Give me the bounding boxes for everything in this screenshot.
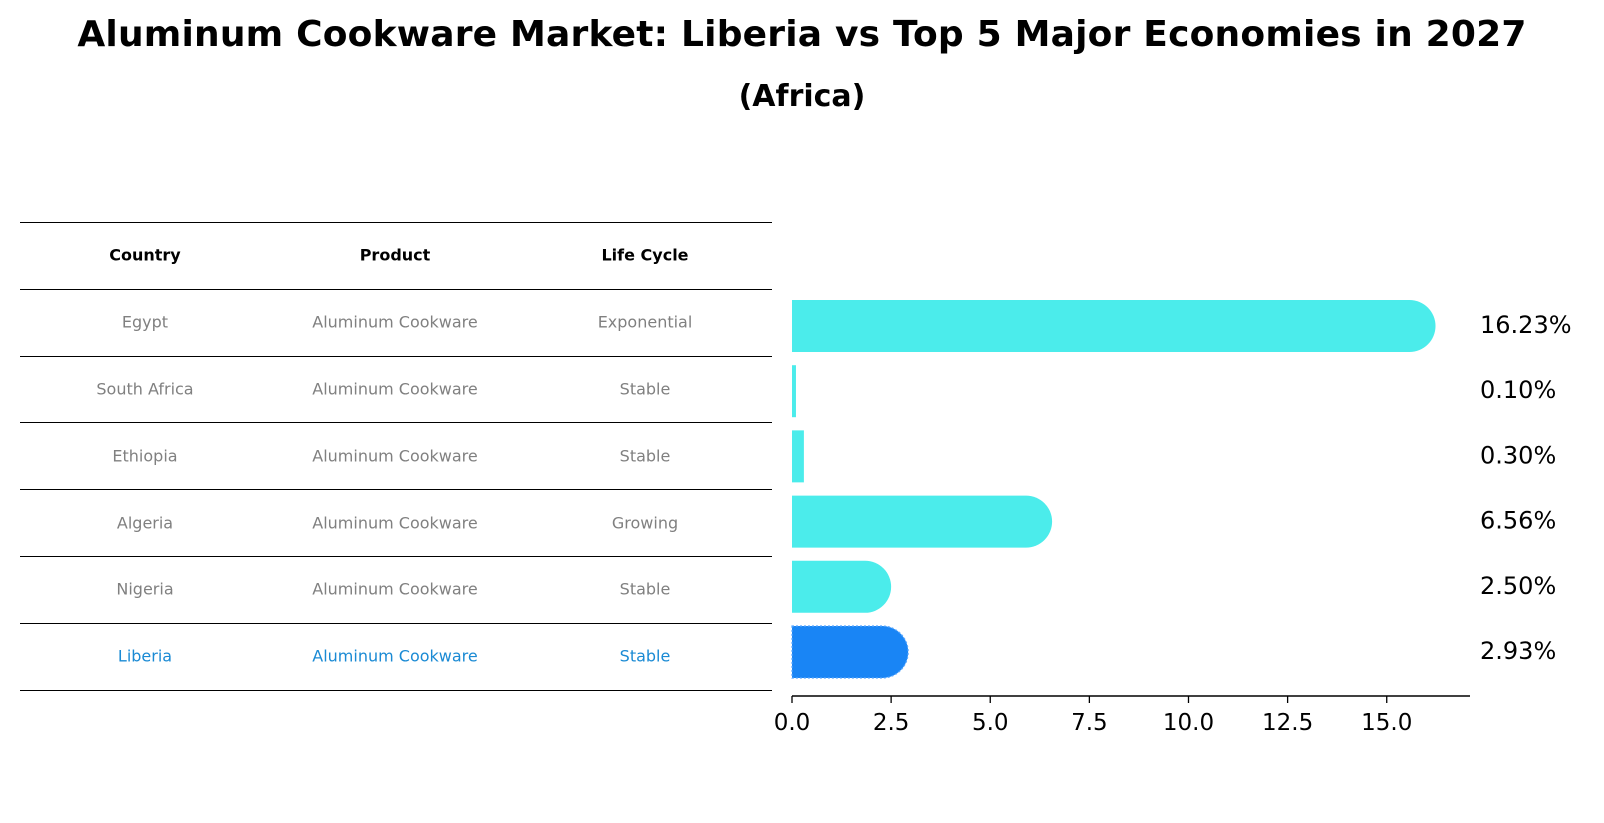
bar-value-label: 2.93%: [1480, 637, 1556, 665]
table-header-product: Product: [359, 245, 431, 265]
table-cell: South Africa: [96, 379, 194, 399]
table-cell: Growing: [611, 513, 679, 533]
bar-nigeria: [792, 560, 892, 613]
table-cell: Stable: [619, 646, 671, 666]
bar-egypt: [792, 300, 1436, 352]
table-rule: [20, 355, 772, 357]
bar-south-africa: [792, 365, 796, 418]
table-rule: [20, 622, 772, 624]
x-tick-label: 2.5: [873, 710, 910, 736]
table-header-life-cycle: Life Cycle: [601, 245, 689, 265]
table-cell: Stable: [619, 379, 671, 399]
table-cell: Algeria: [116, 513, 174, 533]
table-cell: Egypt: [121, 312, 169, 332]
bar-value-label: 6.56%: [1480, 507, 1556, 535]
table-rule: [20, 422, 772, 424]
table-rule: [20, 689, 772, 691]
chart-subtitle: (Africa): [738, 79, 866, 114]
table-cell: Aluminum Cookware: [312, 446, 478, 466]
x-tick-label: 10.0: [1163, 710, 1214, 736]
bar-value-label: 2.50%: [1480, 572, 1556, 600]
bar-value-label: 0.10%: [1480, 376, 1556, 404]
table-cell: Aluminum Cookware: [312, 379, 478, 399]
table-cell: Exponential: [597, 312, 693, 332]
table-rule: [20, 288, 772, 290]
table-rule: [20, 489, 772, 491]
bar-value-label: 0.30%: [1480, 441, 1556, 469]
bar-algeria: [792, 495, 1053, 548]
chart-title: Aluminum Cookware Market: Liberia vs Top…: [77, 14, 1527, 55]
table-cell: Ethiopia: [112, 446, 178, 466]
table-rule: [20, 222, 772, 223]
table-cell: Aluminum Cookware: [312, 513, 478, 533]
x-tick-label: 0.0: [774, 710, 811, 736]
table-cell: Stable: [619, 579, 671, 599]
bar-ethiopia: [792, 430, 804, 483]
x-tick-label: 5.0: [972, 710, 1009, 736]
x-tick-label: 7.5: [1071, 710, 1108, 736]
table-cell: Aluminum Cookware: [312, 312, 478, 332]
table-header-country: Country: [109, 245, 181, 265]
table-cell: Aluminum Cookware: [312, 646, 478, 666]
table-cell: Liberia: [117, 646, 173, 666]
table-rule: [20, 556, 772, 557]
table-cell: Aluminum Cookware: [312, 579, 478, 599]
bar-highlight-outline: [791, 625, 909, 679]
bar-liberia: [792, 626, 909, 678]
table-cell: Stable: [619, 446, 671, 466]
x-tick-label: 15.0: [1361, 710, 1412, 736]
bar-value-label: 16.23%: [1480, 311, 1572, 339]
table-cell: Nigeria: [116, 579, 174, 599]
x-tick-label: 12.5: [1262, 710, 1313, 736]
